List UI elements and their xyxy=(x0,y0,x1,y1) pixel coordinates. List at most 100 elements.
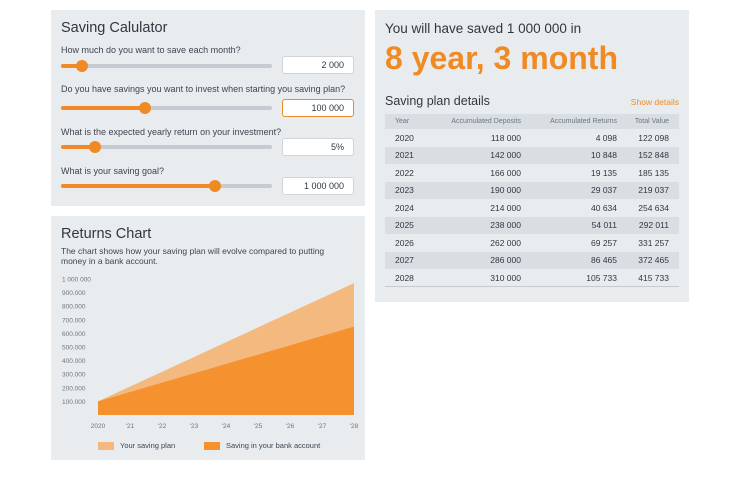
series-area-bank-account xyxy=(98,326,354,415)
table-header-row: Year Accumulated Deposits Accumulated Re… xyxy=(385,114,679,129)
slider-knob[interactable] xyxy=(139,102,152,114)
chart-description: The chart shows how your saving plan wil… xyxy=(61,246,325,266)
y-tick-label: 500.000 xyxy=(62,345,86,352)
table-row: 2025 238 000 54 011 292 011 xyxy=(385,216,679,234)
time-to-goal: 8 year, 3 month xyxy=(385,40,618,76)
chart-title: Returns Chart xyxy=(61,226,152,242)
legend-label: Your saving plan xyxy=(120,441,176,450)
slider-knob[interactable] xyxy=(88,141,101,153)
table-cell: 86 465 xyxy=(523,251,619,269)
legend-swatch xyxy=(204,441,220,450)
table-row: 2028 310 000 105 733 415 733 xyxy=(385,269,679,287)
x-tick-label: '25 xyxy=(254,423,263,430)
table-cell: 40 634 xyxy=(523,199,619,217)
table-cell: 254 634 xyxy=(619,199,679,217)
y-tick-label: 700.000 xyxy=(62,317,86,324)
table-cell: 142 000 xyxy=(425,146,523,164)
column-header: Accumulated Returns xyxy=(523,114,619,129)
table-row: 2023 190 000 29 037 219 037 xyxy=(385,181,679,199)
x-tick-label: '23 xyxy=(190,423,199,430)
table-cell: 214 000 xyxy=(425,199,523,217)
table-cell: 292 011 xyxy=(619,216,679,234)
saving-calculator-panel: Saving Calulator How much do you want to… xyxy=(51,10,365,206)
details-title: Saving plan details xyxy=(385,94,490,108)
legend-item-saving-plan: Your saving plan xyxy=(98,441,175,450)
table-cell: 310 000 xyxy=(425,269,523,287)
column-header: Year xyxy=(385,114,425,129)
table-cell: 219 037 xyxy=(619,181,679,199)
legend-label: Saving in your bank account xyxy=(226,441,321,450)
table-cell: 166 000 xyxy=(425,164,523,182)
yearly-return-label: What is the expected yearly return on yo… xyxy=(61,127,282,137)
x-tick-label: '28 xyxy=(350,423,359,430)
x-tick-label: 2020 xyxy=(91,423,106,430)
table-row: 2022 166 000 19 135 185 135 xyxy=(385,164,679,182)
legend-item-bank-account: Saving in your bank account xyxy=(204,441,320,450)
x-tick-label: '22 xyxy=(158,423,167,430)
result-panel: You will have saved 1 000 000 in 8 year,… xyxy=(375,10,689,302)
table-cell: 54 011 xyxy=(523,216,619,234)
saving-goal-label: What is your saving goal? xyxy=(61,166,165,176)
y-tick-label: 1 000 000 xyxy=(62,277,91,284)
x-tick-label: '27 xyxy=(318,423,327,430)
saving-plan-table: Year Accumulated Deposits Accumulated Re… xyxy=(385,114,679,287)
table-cell: 118 000 xyxy=(425,129,523,147)
table-cell: 10 848 xyxy=(523,146,619,164)
x-tick-label: '26 xyxy=(286,423,295,430)
saving-goal-input[interactable]: 1 000 000 xyxy=(282,177,354,195)
yearly-return-input[interactable]: 5% xyxy=(282,138,354,156)
table-row: 2020 118 000 4 098 122 098 xyxy=(385,129,679,147)
table-cell: 152 848 xyxy=(619,146,679,164)
table-cell: 262 000 xyxy=(425,234,523,252)
table-cell: 19 135 xyxy=(523,164,619,182)
y-tick-label: 400.000 xyxy=(62,358,86,365)
table-cell: 238 000 xyxy=(425,216,523,234)
calculator-title: Saving Calulator xyxy=(61,20,168,36)
table-cell: 2020 xyxy=(385,129,425,147)
y-tick-label: 200.000 xyxy=(62,385,86,392)
table-cell: 331 257 xyxy=(619,234,679,252)
table-cell: 286 000 xyxy=(425,251,523,269)
column-header: Total Value xyxy=(619,114,679,129)
table-row: 2021 142 000 10 848 152 848 xyxy=(385,146,679,164)
table-cell: 29 037 xyxy=(523,181,619,199)
table-cell: 4 098 xyxy=(523,129,619,147)
table-cell: 2026 xyxy=(385,234,425,252)
table-cell: 2025 xyxy=(385,216,425,234)
table-cell: 190 000 xyxy=(425,181,523,199)
table-cell: 2021 xyxy=(385,146,425,164)
saved-summary: You will have saved 1 000 000 in xyxy=(385,21,582,36)
x-tick-label: '21 xyxy=(126,423,135,430)
table-cell: 105 733 xyxy=(523,269,619,287)
table-cell: 415 733 xyxy=(619,269,679,287)
y-tick-label: 600.000 xyxy=(62,331,86,338)
table-row: 2024 214 000 40 634 254 634 xyxy=(385,199,679,217)
table-cell: 122 098 xyxy=(619,129,679,147)
table-cell: 2028 xyxy=(385,269,425,287)
slider-knob[interactable] xyxy=(209,180,222,192)
monthly-saving-slider[interactable] xyxy=(61,60,272,72)
returns-area-chart: 1 000 000 900.000 800.000 700.000 600.000 500… xyxy=(62,277,359,431)
table-row: 2027 286 000 86 465 372 465 xyxy=(385,251,679,269)
table-cell: 185 135 xyxy=(619,164,679,182)
show-details-link[interactable]: Show details xyxy=(630,97,679,107)
table-cell: 2022 xyxy=(385,164,425,182)
y-tick-label: 300.000 xyxy=(62,372,86,379)
initial-savings-label: Do you have savings you want to invest w… xyxy=(61,84,346,94)
y-tick-label: 900.000 xyxy=(62,290,86,297)
table-cell: 2027 xyxy=(385,251,425,269)
table-cell: 2023 xyxy=(385,181,425,199)
returns-chart-panel: Returns Chart The chart shows how your s… xyxy=(51,216,365,460)
table-row: 2026 262 000 69 257 331 257 xyxy=(385,234,679,252)
slider-knob[interactable] xyxy=(76,60,89,72)
monthly-saving-label: How much do you want to save each month? xyxy=(61,45,241,55)
monthly-saving-input[interactable]: 2 000 xyxy=(282,56,354,74)
saving-goal-slider[interactable] xyxy=(61,180,272,192)
x-tick-label: '24 xyxy=(222,423,231,430)
initial-savings-input[interactable]: 100 000 xyxy=(282,99,354,117)
yearly-return-slider[interactable] xyxy=(61,141,272,153)
column-header: Accumulated Deposits xyxy=(425,114,523,129)
table-cell: 69 257 xyxy=(523,234,619,252)
table-cell: 2024 xyxy=(385,199,425,217)
initial-savings-slider[interactable] xyxy=(61,102,272,114)
